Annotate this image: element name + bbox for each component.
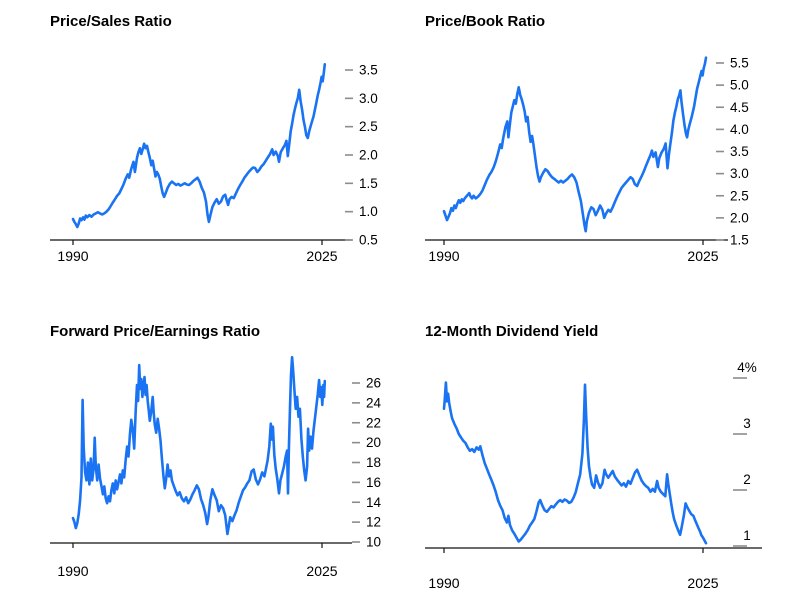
y-tick-label: 3.5: [359, 63, 378, 78]
y-tick-label: 2.5: [359, 119, 378, 134]
chart-title-price-book: Price/Book Ratio: [425, 13, 546, 30]
y-tick-label: 5.5: [730, 56, 749, 71]
y-tick-label: 0.5: [359, 233, 378, 248]
chart-3: 1990 2025 1 2 3 4%: [425, 360, 762, 591]
series-line: [442, 56, 708, 233]
chart-title-forward-pe: Forward Price/Earnings Ratio: [50, 323, 261, 340]
series-line: [71, 63, 327, 229]
y-tick-label: 18: [366, 455, 381, 470]
chart-0: 1990 2025 0.5 1.0 1.5 2.0 2.5 3.0 3.5: [50, 63, 378, 264]
y-tick-label: 20: [366, 435, 381, 450]
series-line: [71, 355, 327, 536]
x-tick-label: 1990: [57, 563, 88, 579]
y-tick-label: 3.5: [730, 144, 749, 159]
y-tick-label: 12: [366, 515, 381, 530]
x-tick-label: 1990: [57, 248, 88, 264]
y-tick-label: 26: [366, 376, 381, 391]
y-tick-label: 22: [366, 415, 381, 430]
y-tick-label: 1.5: [730, 233, 749, 248]
x-tick-label: 2025: [306, 563, 337, 579]
y-tick-label: 1.0: [359, 204, 378, 219]
y-tick-label: 5.0: [730, 78, 749, 93]
y-tick-label: 4.0: [730, 122, 749, 137]
x-tick-label: 2025: [687, 575, 718, 591]
y-tick-label: 3.0: [359, 91, 378, 106]
x-tick-label: 1990: [428, 248, 459, 264]
y-tick-label: 24: [366, 395, 382, 410]
x-tick-label: 2025: [306, 248, 337, 264]
y-tick-label: 14: [366, 495, 382, 510]
y-tick-label: 1: [743, 528, 751, 543]
x-tick-label: 1990: [428, 575, 459, 591]
y-tick-label: 2.0: [359, 148, 378, 163]
chart-title-price-sales: Price/Sales Ratio: [50, 13, 172, 30]
y-tick-label: 2.0: [730, 210, 749, 225]
y-tick-label: 16: [366, 475, 381, 490]
y-tick-label: 2: [743, 472, 751, 487]
y-tick-label: 3.0: [730, 166, 749, 181]
chart-2: 1990 2025 10 12 14 16 18 20 22 24 26: [50, 355, 382, 579]
chart-1: 1990 2025 1.5 2.0 2.5 3.0 3.5 4.0 4.5 5.0 5.5: [425, 56, 749, 264]
y-tick-label: 10: [366, 535, 381, 550]
y-tick-label: 4%: [737, 360, 757, 375]
x-tick-label: 2025: [687, 248, 718, 264]
chart-title-dividend-yield: 12-Month Dividend Yield: [425, 323, 599, 340]
y-tick-label: 3: [743, 416, 751, 431]
y-tick-label: 2.5: [730, 188, 749, 203]
series-line: [442, 381, 708, 545]
y-tick-label: 1.5: [359, 176, 378, 191]
y-tick-label: 4.5: [730, 100, 749, 115]
